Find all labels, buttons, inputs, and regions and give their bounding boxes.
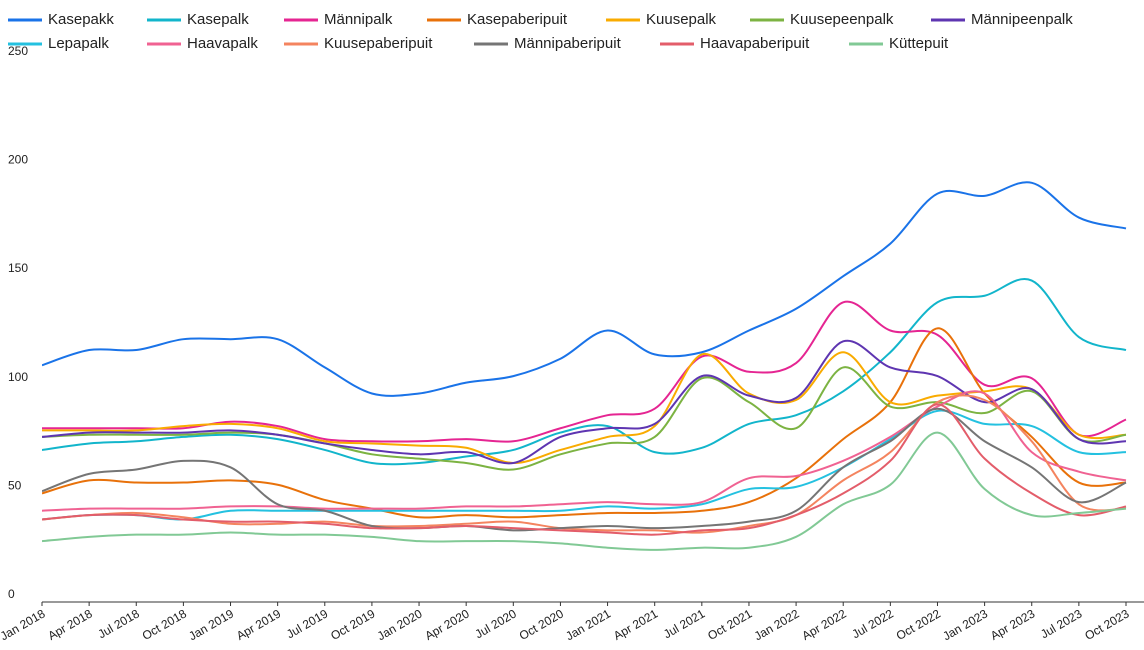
x-tick-label: Oct 2021 — [705, 606, 754, 643]
x-tick-label: Oct 2023 — [1082, 606, 1131, 643]
legend-label: Haavapalk — [187, 35, 258, 52]
x-tick-label: Apr 2023 — [988, 606, 1037, 643]
x-tick-label: Jul 2022 — [850, 606, 897, 641]
legend-label: Kasepaberipuit — [467, 11, 568, 28]
x-tick-label: Jan 2022 — [752, 606, 802, 643]
legend-label: Männipalk — [324, 11, 393, 28]
x-tick-label: Jul 2020 — [473, 606, 520, 641]
x-tick-label: Apr 2018 — [45, 606, 94, 643]
x-tick-label: Jan 2023 — [940, 606, 990, 643]
series-line — [42, 407, 1127, 532]
x-tick-label: Apr 2021 — [611, 606, 660, 643]
legend-label: Kuusepalk — [646, 11, 717, 28]
x-tick-label: Oct 2018 — [140, 606, 189, 643]
legend-label: Männipaberipuit — [514, 35, 622, 52]
x-tick-label: Jul 2023 — [1038, 606, 1085, 641]
series-line — [42, 409, 1127, 521]
legend-label: Kuusepeenpalk — [790, 11, 894, 28]
y-tick-label: 200 — [8, 153, 28, 167]
series-line — [42, 351, 1127, 464]
legend-label: Küttepuit — [889, 35, 949, 52]
legend-label: Kasepakk — [48, 11, 114, 28]
series-line — [42, 390, 1127, 512]
series-line — [42, 366, 1127, 471]
series-line — [42, 339, 1127, 465]
series-line — [42, 327, 1127, 519]
x-tick-label: Jan 2018 — [0, 606, 48, 643]
legend-label: Kuusepaberipuit — [324, 35, 433, 52]
y-tick-label: 50 — [8, 478, 22, 492]
legend-label: Männipeenpalk — [971, 11, 1073, 28]
y-tick-label: 0 — [8, 587, 15, 601]
x-tick-label: Jan 2020 — [375, 606, 425, 643]
legend-label: Haavapaberipuit — [700, 35, 810, 52]
x-tick-label: Jan 2021 — [563, 606, 613, 643]
x-tick-label: Apr 2019 — [234, 606, 283, 643]
series-line — [42, 278, 1127, 466]
x-tick-label: Oct 2020 — [517, 606, 566, 643]
x-tick-label: Jul 2021 — [661, 606, 708, 641]
x-tick-label: Jan 2019 — [186, 606, 236, 643]
x-tick-label: Oct 2019 — [328, 606, 377, 643]
series-line — [42, 403, 1127, 536]
x-tick-label: Jul 2018 — [95, 606, 142, 641]
x-tick-label: Oct 2022 — [894, 606, 943, 643]
y-tick-label: 150 — [8, 261, 28, 275]
y-tick-label: 250 — [8, 44, 28, 58]
series-line — [42, 181, 1127, 397]
x-tick-label: Apr 2020 — [422, 606, 471, 643]
series-line — [42, 300, 1127, 443]
legend-label: Lepapalk — [48, 35, 109, 52]
x-tick-label: Apr 2022 — [800, 606, 849, 643]
x-tick-label: Jul 2019 — [284, 606, 331, 641]
series-line — [42, 394, 1127, 534]
y-tick-label: 100 — [8, 370, 28, 384]
series-line — [42, 431, 1127, 551]
legend-label: Kasepalk — [187, 11, 249, 28]
